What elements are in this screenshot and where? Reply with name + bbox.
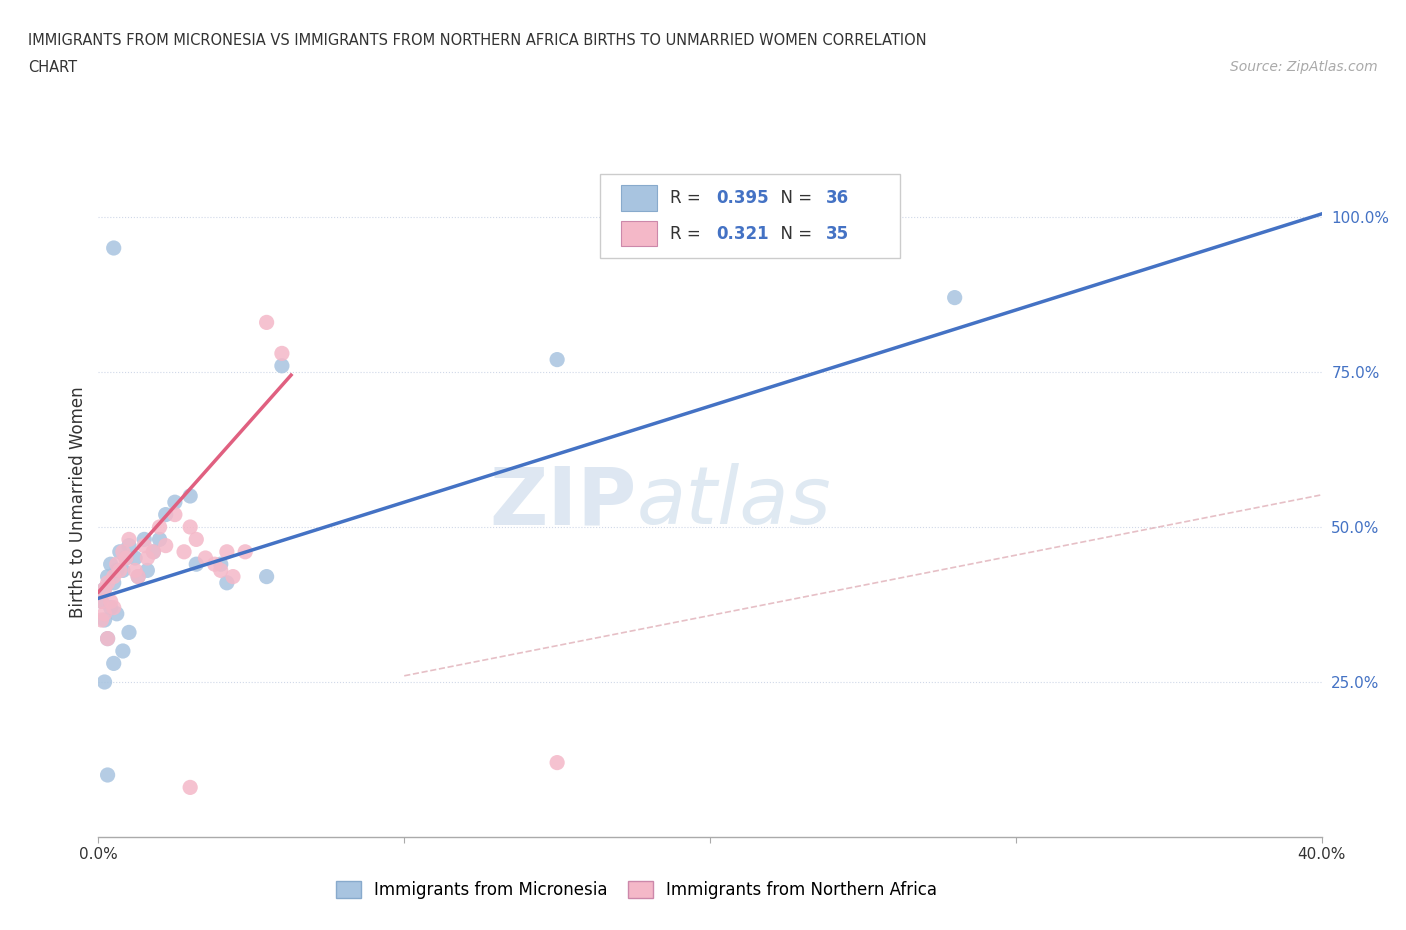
Point [136,551,159,565]
Point [209,557,232,572]
Text: N =: N = [770,189,817,207]
Y-axis label: Births to Unmarried Women: Births to Unmarried Women [69,386,87,618]
Point [111,563,134,578]
Text: CHART: CHART [28,60,77,75]
Point [118,538,141,553]
Point [186,557,208,572]
Point [124,551,146,565]
Point [134,538,156,553]
Point [105,563,128,578]
Point [163,495,186,510]
Point [163,507,186,522]
Point [103,656,125,671]
Point [90,613,112,628]
Point [155,538,177,553]
Legend: Immigrants from Micronesia, Immigrants from Northern Africa: Immigrants from Micronesia, Immigrants f… [329,874,943,906]
Point [100,557,122,572]
Point [90,594,112,609]
Point [108,544,131,559]
Point [127,569,149,584]
Point [124,563,146,578]
Point [173,544,195,559]
Point [215,576,238,591]
Text: N =: N = [770,225,817,243]
Text: R =: R = [669,189,706,207]
Point [118,532,141,547]
Point [115,551,138,565]
Text: Source: ZipAtlas.com: Source: ZipAtlas.com [1230,60,1378,74]
Text: 36: 36 [827,189,849,207]
Point [546,352,568,367]
Text: 0.395: 0.395 [716,189,769,207]
Point [105,557,128,572]
Point [142,544,165,559]
Point [222,569,245,584]
Point [93,581,115,596]
Point [943,290,966,305]
Text: 0.321: 0.321 [716,225,769,243]
Point [111,544,134,559]
Point [100,594,122,609]
Point [111,644,134,658]
Point [93,581,115,596]
Text: R =: R = [669,225,706,243]
Point [108,563,131,578]
Point [97,576,120,591]
Point [136,563,159,578]
Point [149,520,172,535]
Point [97,767,120,782]
Point [93,606,115,621]
Point [97,631,120,646]
Point [270,346,292,361]
Text: ZIP: ZIP [489,463,637,541]
Point [233,544,256,559]
Text: 35: 35 [827,225,849,243]
Text: atlas: atlas [637,463,831,541]
Point [179,520,201,535]
Point [105,606,128,621]
Point [155,507,177,522]
Point [103,569,125,584]
Point [134,532,156,547]
Point [179,488,201,503]
Point [118,625,141,640]
Point [204,557,226,572]
Point [546,755,568,770]
Point [115,551,138,565]
Point [103,241,125,256]
Point [215,544,238,559]
Point [93,674,115,689]
Point [103,600,125,615]
Point [256,315,278,330]
Point [179,780,201,795]
Point [149,532,172,547]
Point [194,551,217,565]
Point [270,358,292,373]
Text: IMMIGRANTS FROM MICRONESIA VS IMMIGRANTS FROM NORTHERN AFRICA BIRTHS TO UNMARRIE: IMMIGRANTS FROM MICRONESIA VS IMMIGRANTS… [28,33,927,47]
Point [209,563,232,578]
Point [256,569,278,584]
Point [127,569,149,584]
Point [97,631,120,646]
Point [100,600,122,615]
FancyBboxPatch shape [620,185,658,211]
FancyBboxPatch shape [600,174,900,258]
Point [142,544,165,559]
Point [90,594,112,609]
Point [93,613,115,628]
FancyBboxPatch shape [620,221,658,246]
Point [97,569,120,584]
Point [103,576,125,591]
Point [186,532,208,547]
